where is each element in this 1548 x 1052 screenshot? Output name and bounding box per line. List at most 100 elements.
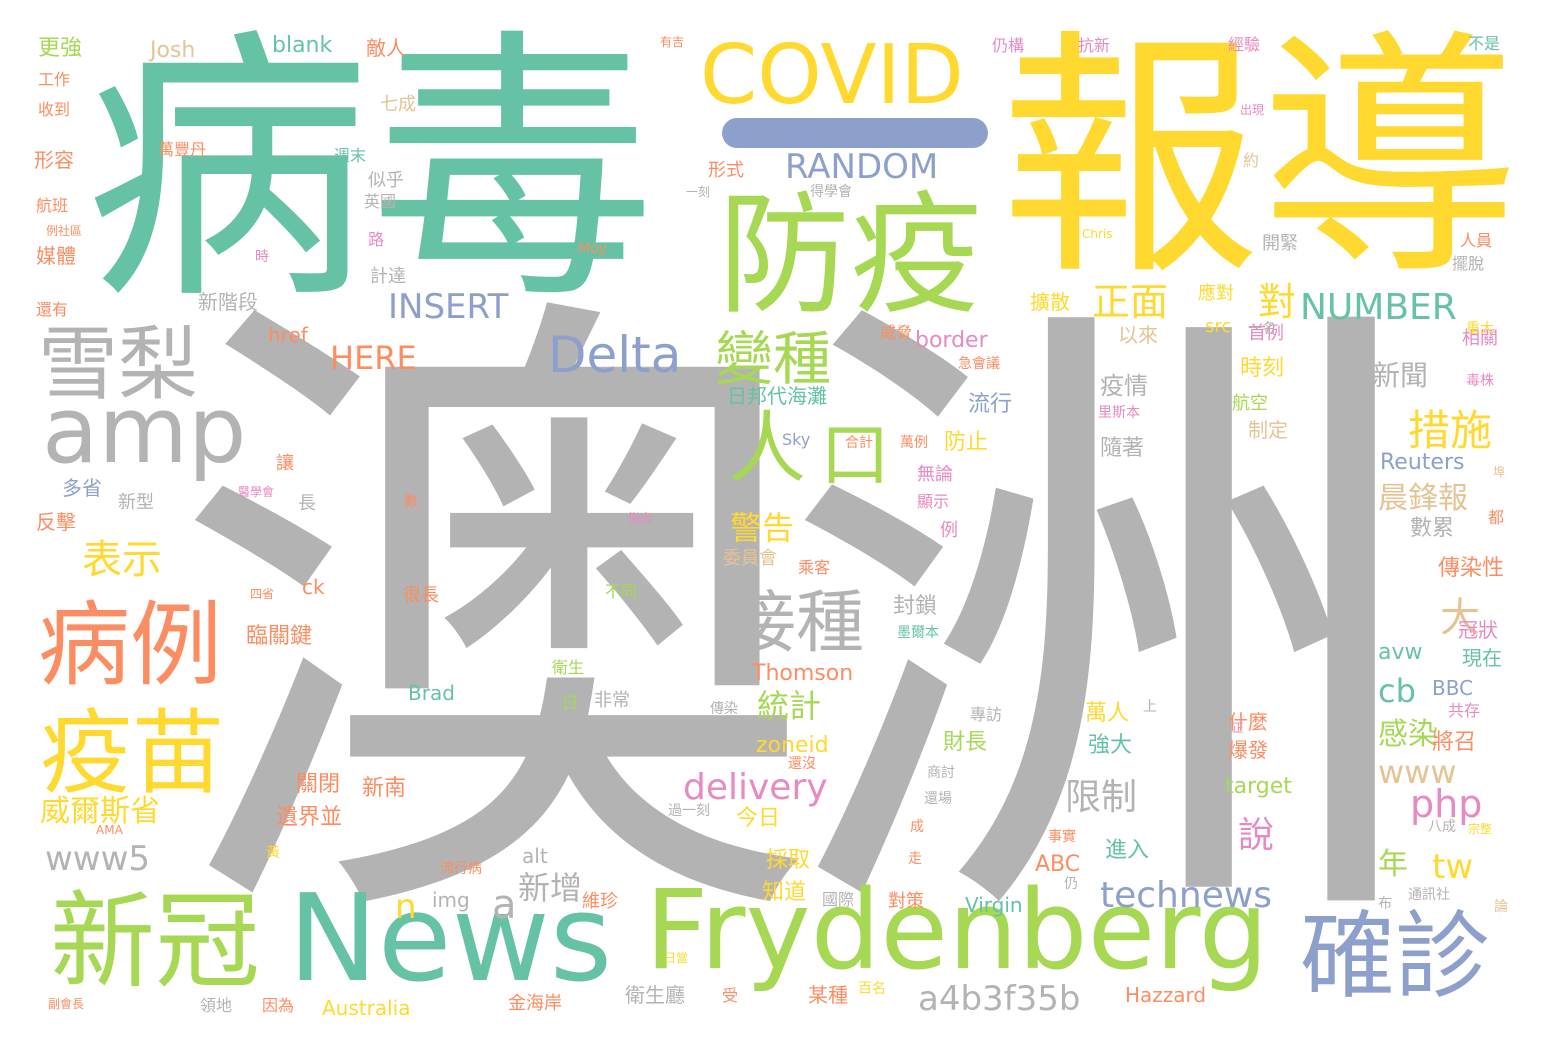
word: 以來: [1118, 323, 1158, 347]
word: technews: [1100, 875, 1273, 916]
word: 確診: [1300, 902, 1491, 1012]
word: www5: [45, 839, 151, 879]
word: Frydenberg: [645, 866, 1269, 994]
word: 事實: [1048, 829, 1076, 845]
word: 路: [368, 230, 385, 249]
word: 反擊: [36, 510, 76, 534]
word: 受: [722, 986, 739, 1005]
word: HERE: [330, 339, 417, 377]
word: 還沒: [788, 756, 816, 772]
word: 毒株: [1466, 373, 1494, 389]
word: 防疫: [718, 179, 982, 333]
word: 一刻: [686, 185, 711, 199]
word: 流行: [968, 392, 1013, 417]
word: Josh: [150, 38, 196, 63]
word: 感染: [1378, 717, 1438, 752]
word: 擴散: [1030, 290, 1070, 314]
word: 醫學會: [238, 485, 275, 499]
word: www: [1378, 753, 1457, 791]
word: 因為: [262, 996, 295, 1015]
word: 埠: [1493, 465, 1506, 479]
word: avw: [1378, 640, 1423, 665]
word: Thomson: [752, 661, 854, 686]
word: 布: [1378, 896, 1392, 912]
word: 更強: [38, 36, 83, 61]
word: 進入: [1105, 838, 1150, 863]
word: 讓: [276, 453, 294, 474]
word: Hazzard: [1125, 983, 1207, 1007]
word: 人員: [1460, 231, 1493, 250]
word: 時刻: [1240, 356, 1285, 381]
word: INSERT: [388, 287, 509, 327]
word: 例: [940, 520, 958, 541]
word: 新型: [118, 492, 154, 513]
word: 百名: [858, 981, 886, 997]
word: 還場: [924, 791, 952, 807]
word: 新聞: [1372, 359, 1429, 392]
word: 統計: [757, 687, 822, 725]
word: 知道: [762, 880, 807, 905]
word: 疫苗: [40, 700, 225, 807]
word: 口: [820, 414, 890, 496]
word: 關閉: [296, 772, 341, 797]
word: 爆發: [1228, 738, 1268, 762]
word: 新南: [362, 776, 407, 801]
word: 急會議: [958, 356, 1000, 372]
word: 開緊: [1262, 233, 1298, 254]
word: 報導: [1000, 9, 1520, 311]
word: 週末: [334, 146, 367, 165]
word: 維珍: [582, 891, 618, 912]
word: 數累: [1410, 516, 1455, 541]
word: News: [288, 870, 613, 1009]
word: 無論: [917, 464, 953, 485]
word: 副會長: [48, 997, 85, 1011]
word: ABC: [1035, 852, 1081, 877]
word: 日邦代海灘: [727, 384, 827, 408]
word: 限制: [1065, 777, 1138, 818]
word: 媒體: [36, 244, 76, 268]
word: 領地: [200, 996, 233, 1015]
word: 制定: [1248, 418, 1288, 442]
word: 還有: [36, 300, 69, 319]
word: 通訊社: [1408, 887, 1450, 903]
word: blank: [272, 33, 333, 58]
word: 傳染: [710, 701, 738, 717]
word: 人: [728, 404, 807, 494]
word: 經驗: [1228, 35, 1261, 54]
word: 英國: [364, 192, 397, 211]
word: cb: [1378, 672, 1416, 710]
word: 商討: [927, 765, 955, 781]
word: alt: [522, 844, 548, 868]
word: 航空: [1232, 393, 1268, 414]
word: target: [1225, 774, 1292, 799]
word: 乘客: [798, 558, 831, 577]
word: 威脅: [880, 323, 913, 342]
word: 將召: [1432, 730, 1477, 755]
word: 似乎: [368, 170, 404, 191]
word: 合計: [845, 435, 873, 451]
word: 日: [562, 693, 579, 712]
word: 七成: [380, 94, 416, 115]
word: 形式: [708, 160, 744, 181]
word: 傳染性: [1438, 556, 1505, 581]
decorative-bar: [722, 118, 988, 148]
word: 變種: [715, 325, 832, 393]
word: 例社區: [46, 224, 83, 238]
word: 上: [1143, 699, 1157, 715]
word: 正: [1232, 721, 1245, 735]
word: 一名: [1248, 321, 1276, 337]
word: 重大: [1466, 321, 1494, 337]
word: 計達: [370, 266, 406, 287]
word: 敵人: [366, 36, 406, 60]
word: 大: [1440, 595, 1480, 641]
word: 防止: [944, 430, 989, 455]
word: 病毒: [85, 6, 655, 338]
word: 萬人: [1085, 701, 1130, 726]
word: 過一刻: [668, 803, 710, 819]
word: 隨著: [1100, 436, 1145, 461]
word: 新冠: [50, 881, 261, 1003]
word: 仍: [1064, 876, 1078, 892]
word: 成: [910, 819, 924, 835]
word: Delta: [548, 326, 682, 384]
